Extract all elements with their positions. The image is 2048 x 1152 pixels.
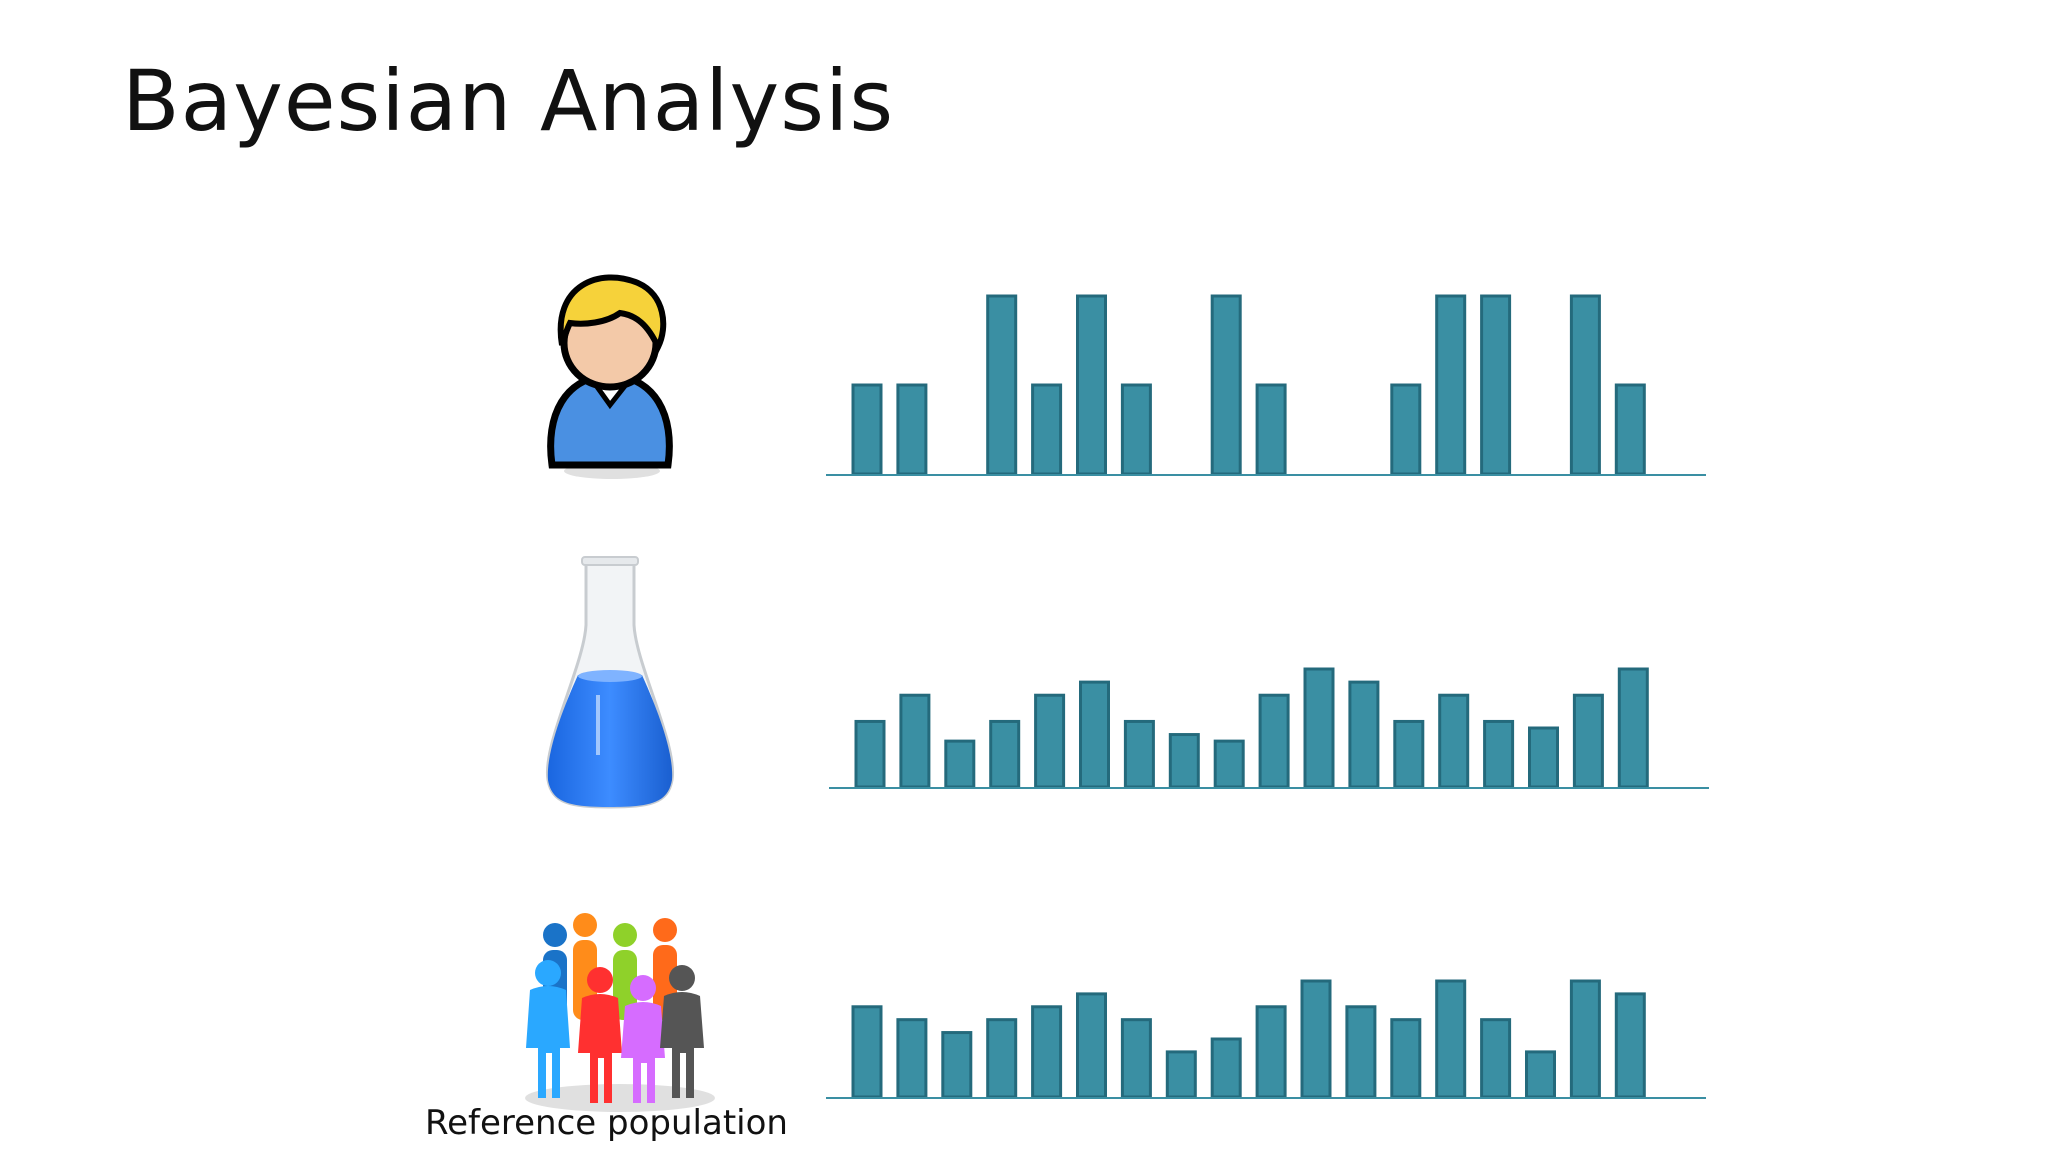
bar-reference-population-18 bbox=[1614, 992, 1646, 1099]
bar-sample-8 bbox=[1168, 733, 1200, 789]
bar-sample-12 bbox=[1348, 680, 1380, 789]
bar-reference-population-12 bbox=[1345, 1005, 1377, 1099]
bar-reference-population-6 bbox=[1076, 992, 1107, 1099]
bar-reference-population-2 bbox=[896, 1018, 928, 1099]
bar-person-2 bbox=[896, 383, 928, 476]
bar-reference-population-10 bbox=[1255, 1005, 1287, 1099]
bar-reference-population-16 bbox=[1525, 1050, 1556, 1099]
bar-sample-3 bbox=[944, 739, 976, 789]
bar-reference-population-11 bbox=[1300, 979, 1332, 1099]
bar-reference-population-17 bbox=[1569, 979, 1601, 1099]
bar-person-9 bbox=[1210, 294, 1242, 476]
bar-person-15 bbox=[1480, 294, 1512, 476]
bar-sample-18 bbox=[1617, 667, 1649, 789]
bar-sample-13 bbox=[1393, 719, 1425, 789]
bar-chart-sample bbox=[829, 667, 1709, 789]
bar-person-7 bbox=[1120, 383, 1152, 476]
bar-sample-6 bbox=[1079, 680, 1110, 789]
bar-sample-14 bbox=[1438, 693, 1470, 789]
bar-reference-population-8 bbox=[1165, 1050, 1197, 1099]
bar-person-6 bbox=[1076, 294, 1107, 476]
slide-title: Bayesian Analysis bbox=[122, 52, 895, 150]
bar-sample-2 bbox=[899, 693, 931, 789]
bar-sample-7 bbox=[1123, 719, 1155, 789]
bar-reference-population-13 bbox=[1390, 1018, 1422, 1099]
bar-sample-5 bbox=[1034, 693, 1066, 789]
bar-sample-11 bbox=[1303, 667, 1335, 789]
bar-sample-16 bbox=[1528, 726, 1559, 789]
bar-person-13 bbox=[1390, 383, 1422, 476]
caption-reference-population: Reference population bbox=[425, 1103, 788, 1143]
bar-sample-10 bbox=[1258, 693, 1290, 789]
bar-person-4 bbox=[986, 294, 1018, 476]
person-icon bbox=[547, 274, 673, 479]
bar-sample-1 bbox=[854, 719, 886, 789]
bar-reference-population-3 bbox=[941, 1031, 973, 1099]
bar-reference-population-4 bbox=[986, 1018, 1018, 1099]
bar-sample-4 bbox=[989, 719, 1021, 789]
bar-sample-9 bbox=[1213, 739, 1245, 789]
crowd-icon bbox=[525, 913, 715, 1112]
bar-sample-17 bbox=[1572, 693, 1604, 789]
bar-reference-population-5 bbox=[1031, 1005, 1063, 1099]
bar-chart-reference-population bbox=[826, 979, 1706, 1099]
bar-person-14 bbox=[1435, 294, 1467, 476]
flask-icon bbox=[545, 556, 675, 809]
bar-person-10 bbox=[1255, 383, 1287, 476]
bar-chart-person bbox=[826, 294, 1706, 476]
bar-sample-15 bbox=[1483, 719, 1515, 789]
bar-reference-population-14 bbox=[1435, 979, 1467, 1099]
bar-person-18 bbox=[1614, 383, 1646, 476]
bar-reference-population-7 bbox=[1120, 1018, 1152, 1099]
bar-reference-population-15 bbox=[1480, 1018, 1512, 1099]
bar-person-17 bbox=[1569, 294, 1601, 476]
bar-person-1 bbox=[851, 383, 883, 476]
bar-reference-population-1 bbox=[851, 1005, 883, 1099]
bar-person-5 bbox=[1031, 383, 1063, 476]
bar-reference-population-9 bbox=[1210, 1037, 1242, 1099]
